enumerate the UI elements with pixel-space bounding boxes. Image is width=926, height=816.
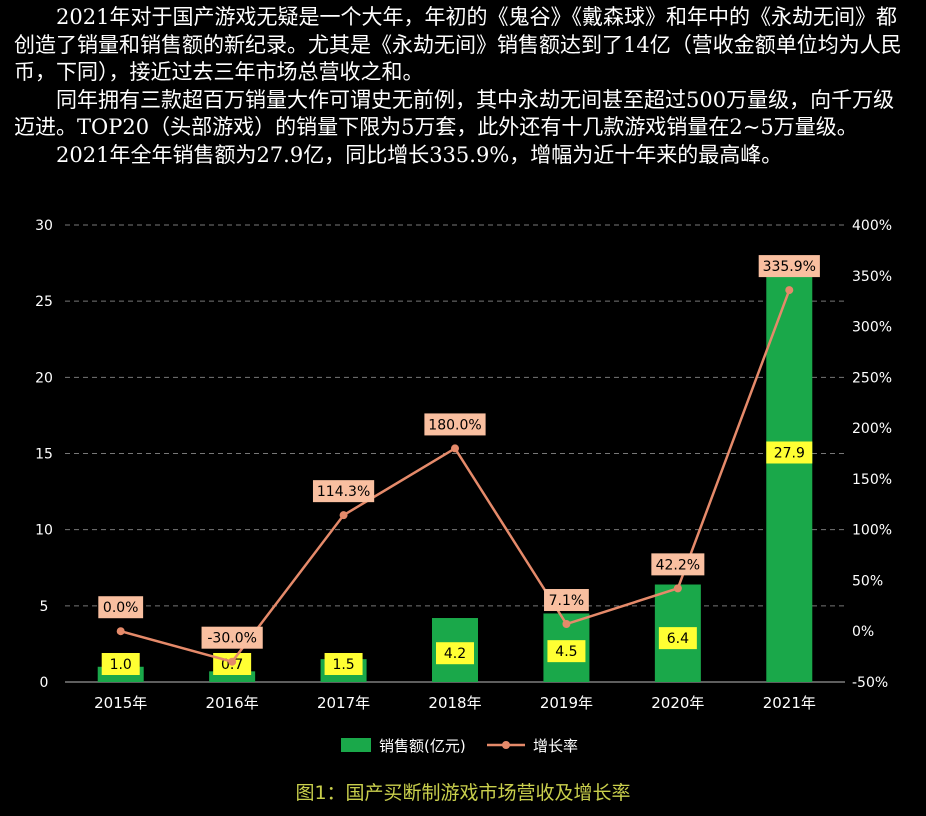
bar-value-label: 4.5: [555, 644, 577, 660]
legend-line-label: 增长率: [533, 737, 578, 755]
left-tick-label: 30: [35, 218, 53, 234]
x-tick-label: 2021年: [763, 694, 816, 712]
growth-rate-point: [451, 444, 459, 453]
left-tick-label: 15: [35, 447, 53, 463]
right-tick-label: 350%: [852, 269, 892, 285]
growth-rate-label: 7.1%: [549, 593, 585, 609]
growth-label-box: [201, 626, 263, 649]
bar-value-label: 27.9: [774, 445, 805, 461]
growth-label-box: [544, 589, 589, 612]
bar-value-label-box: [658, 627, 697, 650]
x-tick-label: 2020年: [651, 694, 704, 712]
left-tick-label: 10: [35, 523, 53, 539]
growth-label-box: [758, 255, 820, 278]
growth-rate-point: [116, 627, 125, 636]
growth-rate-label: 0.0%: [103, 600, 139, 616]
bar-value-label: 1.5: [332, 657, 354, 673]
bar-value-label: 1.0: [110, 657, 132, 673]
left-tick-label: 0: [40, 675, 49, 691]
growth-rate-label: 335.9%: [763, 259, 816, 275]
growth-rate-point: [785, 286, 794, 295]
growth-rate-label: -30.0%: [207, 631, 257, 647]
right-tick-label: 300%: [852, 320, 892, 336]
x-tick-label: 2019年: [540, 694, 593, 712]
growth-rate-label: 114.3%: [317, 484, 370, 500]
sales-growth-chart: 0 5 10 15 20 25 30 -50% 0% 50% 100% 150% 200% 250% 300…: [35, 218, 892, 755]
x-tick-label: 2016年: [206, 694, 259, 712]
left-tick-label: 20: [35, 370, 53, 386]
growth-label-box: [312, 480, 375, 503]
growth-rate-point: [673, 584, 682, 593]
bar-value-label-box: [547, 640, 586, 663]
x-tick-label: 2018年: [428, 694, 481, 712]
growth-rate-point: [339, 511, 348, 520]
right-tick-label: 50%: [852, 573, 883, 589]
bar: [209, 671, 256, 682]
article-text: 2021年对于国产游戏无疑是一个大年，年初的《鬼谷》《戴森球》和年中的《永劫无间…: [14, 4, 914, 169]
bar-value-label-box: [324, 653, 363, 675]
growth-label-box: [651, 553, 705, 576]
right-tick-label: 100%: [852, 523, 892, 539]
figure-caption: 图1：国产买断制游戏市场营收及增长率: [295, 782, 631, 804]
right-tick-label: 0%: [852, 624, 874, 640]
left-tick-label: 5: [40, 599, 49, 615]
right-tick-label: 200%: [852, 421, 892, 437]
bar-value-label-box: [766, 441, 813, 464]
right-tick-label: 150%: [852, 472, 892, 488]
paragraph: 2021年对于国产游戏无疑是一个大年，年初的《鬼谷》《戴森球》和年中的《永劫无间…: [14, 5, 902, 84]
bar-value-label: 4.2: [444, 646, 466, 662]
right-tick-label: -50%: [852, 675, 888, 691]
growth-rate-point: [228, 657, 237, 666]
growth-rate-point: [562, 620, 571, 629]
bar-value-label-box: [101, 653, 140, 675]
bar-value-label-box: [436, 642, 474, 665]
growth-label-box: [424, 413, 486, 436]
legend-line-marker: [502, 741, 510, 749]
right-tick-label: 400%: [852, 218, 892, 234]
paragraph: 2021年全年销售额为27.9亿，同比增长335.9%，增幅为近十年来的最高峰。: [56, 142, 783, 167]
growth-rate-label: 42.2%: [656, 557, 700, 573]
legend-bar-swatch: [341, 738, 371, 752]
legend-bar-label: 销售额(亿元): [379, 737, 466, 755]
left-tick-label: 25: [35, 294, 53, 310]
x-tick-label: 2015年: [94, 694, 147, 712]
growth-label-box: [98, 596, 144, 619]
bar-value-label: 6.4: [667, 631, 689, 647]
paragraph: 同年拥有三款超百万销量大作可谓史无前例，其中永劫无间甚至超过500万量级，向千万…: [14, 87, 895, 140]
right-tick-label: 250%: [852, 370, 892, 386]
x-tick-label: 2017年: [317, 694, 370, 712]
growth-rate-label: 180.0%: [428, 417, 481, 433]
bar: [766, 256, 813, 682]
